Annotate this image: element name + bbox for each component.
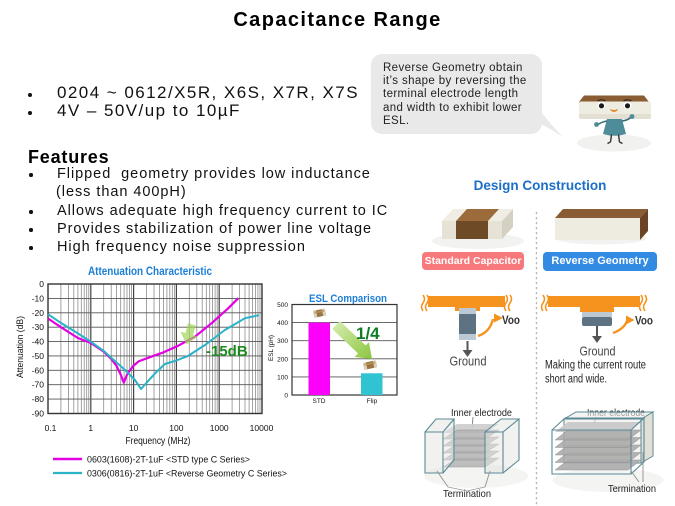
svg-text:100: 100 [169, 423, 183, 433]
svg-text:-90: -90 [32, 409, 45, 419]
svg-text:1/4: 1/4 [356, 324, 380, 343]
svg-text:500: 500 [277, 302, 288, 309]
svg-text:Voo: Voo [502, 313, 520, 327]
svg-text:-15dB: -15dB [206, 343, 248, 360]
svg-text:200: 200 [277, 356, 288, 363]
svg-text:-30: -30 [32, 322, 45, 332]
svg-text:Flip: Flip [367, 398, 378, 405]
svg-text:Ground: Ground [580, 344, 616, 359]
svg-text:short and wide.: short and wide. [545, 374, 607, 386]
svg-text:400: 400 [277, 320, 288, 327]
svg-text:Ground: Ground [450, 354, 487, 368]
svg-text:Attenuation (dB): Attenuation (dB) [15, 316, 26, 378]
svg-text:0.1: 0.1 [45, 423, 57, 433]
svg-text:300: 300 [277, 338, 288, 345]
svg-text:Termination: Termination [608, 483, 656, 495]
svg-text:Voo: Voo [635, 314, 653, 328]
svg-text:-70: -70 [32, 380, 45, 390]
svg-text:ESL (pH): ESL (pH) [268, 335, 275, 361]
svg-text:0603(1608)-2T-1uF <STD type C: 0603(1608)-2T-1uF <STD type C Series> [87, 455, 250, 466]
svg-text:-50: -50 [32, 351, 45, 361]
svg-text:0: 0 [284, 393, 288, 400]
svg-text:-10: -10 [32, 293, 45, 303]
svg-text:Inner electrode: Inner electrode [451, 407, 512, 419]
svg-text:Making the current route: Making the current route [545, 360, 646, 372]
svg-text:10: 10 [129, 423, 139, 433]
svg-text:Attenuation Characteristic: Attenuation Characteristic [88, 266, 213, 278]
svg-text:100: 100 [277, 374, 288, 381]
svg-text:Termination: Termination [443, 488, 491, 500]
svg-text:-20: -20 [32, 308, 45, 318]
svg-text:STD: STD [313, 398, 326, 405]
svg-text:-40: -40 [32, 337, 45, 347]
svg-text:-60: -60 [32, 365, 45, 375]
svg-text:ESL Comparison: ESL Comparison [309, 293, 387, 305]
svg-text:10000: 10000 [250, 423, 274, 433]
svg-text:1: 1 [88, 423, 93, 433]
svg-text:-80: -80 [32, 394, 45, 404]
svg-text:Frequency (MHz): Frequency (MHz) [126, 436, 191, 447]
svg-text:0306(0816)-2T-1uF <Reverse Geo: 0306(0816)-2T-1uF <Reverse Geometry C Se… [87, 469, 287, 480]
svg-text:0: 0 [39, 279, 44, 289]
svg-text:1000: 1000 [210, 423, 229, 433]
